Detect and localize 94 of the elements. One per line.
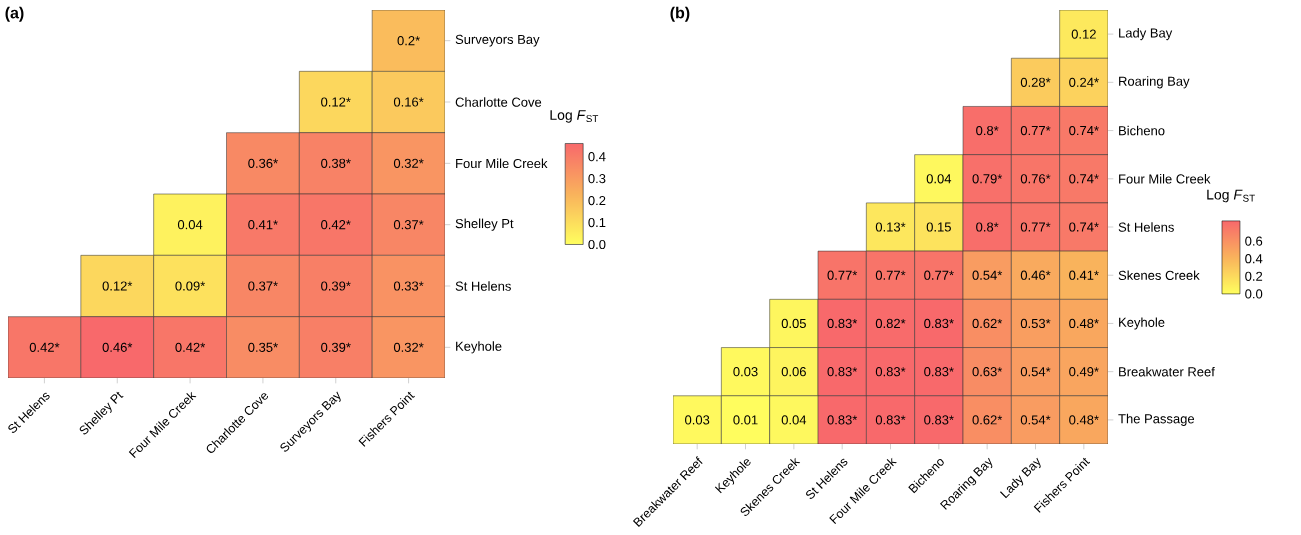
data-label: 0.54* bbox=[972, 270, 1003, 280]
data-label: 0.33* bbox=[393, 281, 424, 291]
color-bar-label: 0.3 bbox=[588, 174, 606, 184]
data-label: 0.8* bbox=[976, 222, 999, 232]
data-label: 0.74* bbox=[1069, 222, 1099, 232]
y-tick-label: Lady Bay bbox=[1119, 28, 1173, 41]
y-tick-label: Four Mile Creek bbox=[1119, 174, 1211, 184]
color-bar-title: Log F$_{ST}$ bbox=[550, 110, 599, 123]
data-label: 0.83* bbox=[827, 415, 858, 425]
data-label: 0.12* bbox=[321, 97, 351, 107]
data-label: 0.83* bbox=[827, 367, 858, 377]
data-label: 0.12 bbox=[1071, 29, 1096, 39]
data-label: 0.28* bbox=[1020, 77, 1051, 87]
data-label: 0.04 bbox=[781, 415, 807, 425]
data-label: 0.53* bbox=[1020, 318, 1051, 329]
color-bar-label: 0.6 bbox=[1245, 236, 1263, 246]
color-bar-label: 0.0 bbox=[1245, 289, 1263, 299]
data-label: 0.09* bbox=[175, 281, 206, 291]
data-label: 0.77* bbox=[875, 270, 906, 280]
data-label: 0.41* bbox=[1069, 270, 1099, 280]
data-label: 0.36* bbox=[248, 158, 278, 168]
data-label: 0.03 bbox=[685, 415, 710, 425]
data-label: 0.83* bbox=[875, 367, 906, 377]
y-tick-label: Roaring Bay bbox=[1119, 76, 1190, 89]
data-label: 0.15 bbox=[926, 222, 951, 232]
data-label: 0.77* bbox=[827, 270, 858, 280]
data-label: 0.42* bbox=[175, 342, 206, 352]
y-tick-label: Charlotte Cove bbox=[455, 97, 542, 107]
data-label: 0.77* bbox=[1020, 125, 1051, 136]
data-label: 0.49* bbox=[1069, 367, 1099, 377]
data-label: 0.46* bbox=[102, 342, 133, 352]
data-label: 0.8* bbox=[976, 125, 999, 136]
data-label: 0.77* bbox=[1020, 222, 1051, 232]
data-label: 0.79* bbox=[972, 174, 1003, 184]
data-label: 0.06 bbox=[781, 367, 806, 377]
color-bar-label: 0.4 bbox=[1245, 254, 1263, 264]
data-label: 0.01 bbox=[733, 415, 758, 425]
data-label: 0.74* bbox=[1069, 174, 1099, 184]
data-label: 0.48* bbox=[1069, 415, 1099, 425]
data-label: 0.83* bbox=[827, 318, 858, 329]
data-label: 0.77* bbox=[924, 270, 954, 280]
data-label: 0.54* bbox=[1020, 415, 1051, 425]
data-label: 0.62* bbox=[972, 318, 1003, 329]
data-label: 0.37* bbox=[248, 281, 278, 291]
data-label: 0.24* bbox=[1069, 77, 1099, 87]
y-tick-label: St Helens bbox=[1118, 222, 1174, 232]
chart-title: (b) bbox=[670, 6, 690, 22]
data-label: 0.83* bbox=[924, 415, 954, 425]
data-label: 0.03 bbox=[733, 367, 758, 377]
data-label: 0.42* bbox=[29, 342, 60, 352]
data-label: 0.39* bbox=[321, 281, 351, 291]
data-label: 0.04 bbox=[177, 220, 203, 230]
data-label: 0.83* bbox=[924, 367, 954, 377]
color-bar-label: 0.2 bbox=[588, 195, 606, 206]
color-bar-label: 0.4 bbox=[588, 152, 606, 162]
data-label: 0.41* bbox=[248, 220, 278, 230]
data-label: 0.32* bbox=[393, 158, 424, 168]
data-label: 0.54* bbox=[1020, 367, 1051, 377]
data-label: 0.39* bbox=[321, 342, 351, 352]
y-tick-label: Bicheno bbox=[1119, 125, 1165, 136]
data-label: 0.13* bbox=[875, 222, 906, 232]
data-label: 0.62* bbox=[972, 415, 1003, 425]
data-label: 0.46* bbox=[1020, 270, 1051, 280]
y-tick-label: Breakwater Reef bbox=[1119, 366, 1215, 377]
y-tick-label: Skenes Creek bbox=[1118, 270, 1200, 280]
y-tick-label: Keyhole bbox=[1119, 317, 1165, 330]
data-label: 0.82* bbox=[875, 318, 906, 329]
data-label: 0.83* bbox=[924, 318, 954, 329]
data-label: 0.05 bbox=[781, 318, 806, 329]
data-label: 0.42* bbox=[321, 220, 351, 230]
y-tick-label: Shelley Pt bbox=[455, 218, 514, 231]
color-bar-label: 0.0 bbox=[588, 239, 606, 250]
color-bar-title: Log F$_{ST}$ bbox=[1207, 189, 1255, 203]
data-label: 0.2* bbox=[397, 36, 420, 46]
data-label: 0.48* bbox=[1069, 318, 1099, 329]
chart-title: (a) bbox=[5, 6, 24, 22]
data-label: 0.74* bbox=[1069, 125, 1099, 136]
data-label: 0.35* bbox=[248, 342, 278, 352]
data-label: 0.38* bbox=[321, 158, 351, 168]
data-label: 0.37* bbox=[393, 220, 424, 230]
y-tick-label: The Passage bbox=[1118, 413, 1195, 426]
y-tick-label: Surveyors Bay bbox=[455, 34, 540, 47]
data-label: 0.16* bbox=[393, 97, 424, 107]
data-label: 0.63* bbox=[972, 367, 1003, 377]
data-label: 0.12* bbox=[102, 281, 133, 291]
color-bar-label: 0.1 bbox=[588, 217, 606, 228]
y-tick-label: Four Mile Creek bbox=[456, 158, 548, 169]
data-label: 0.76* bbox=[1020, 174, 1051, 184]
data-label: 0.04 bbox=[926, 174, 952, 184]
data-label: 0.32* bbox=[393, 342, 424, 352]
color-bar-label: 0.2 bbox=[1245, 271, 1263, 281]
data-label: 0.83* bbox=[875, 415, 906, 425]
y-tick-label: Keyhole bbox=[456, 341, 502, 354]
y-tick-label: St Helens bbox=[455, 281, 511, 291]
